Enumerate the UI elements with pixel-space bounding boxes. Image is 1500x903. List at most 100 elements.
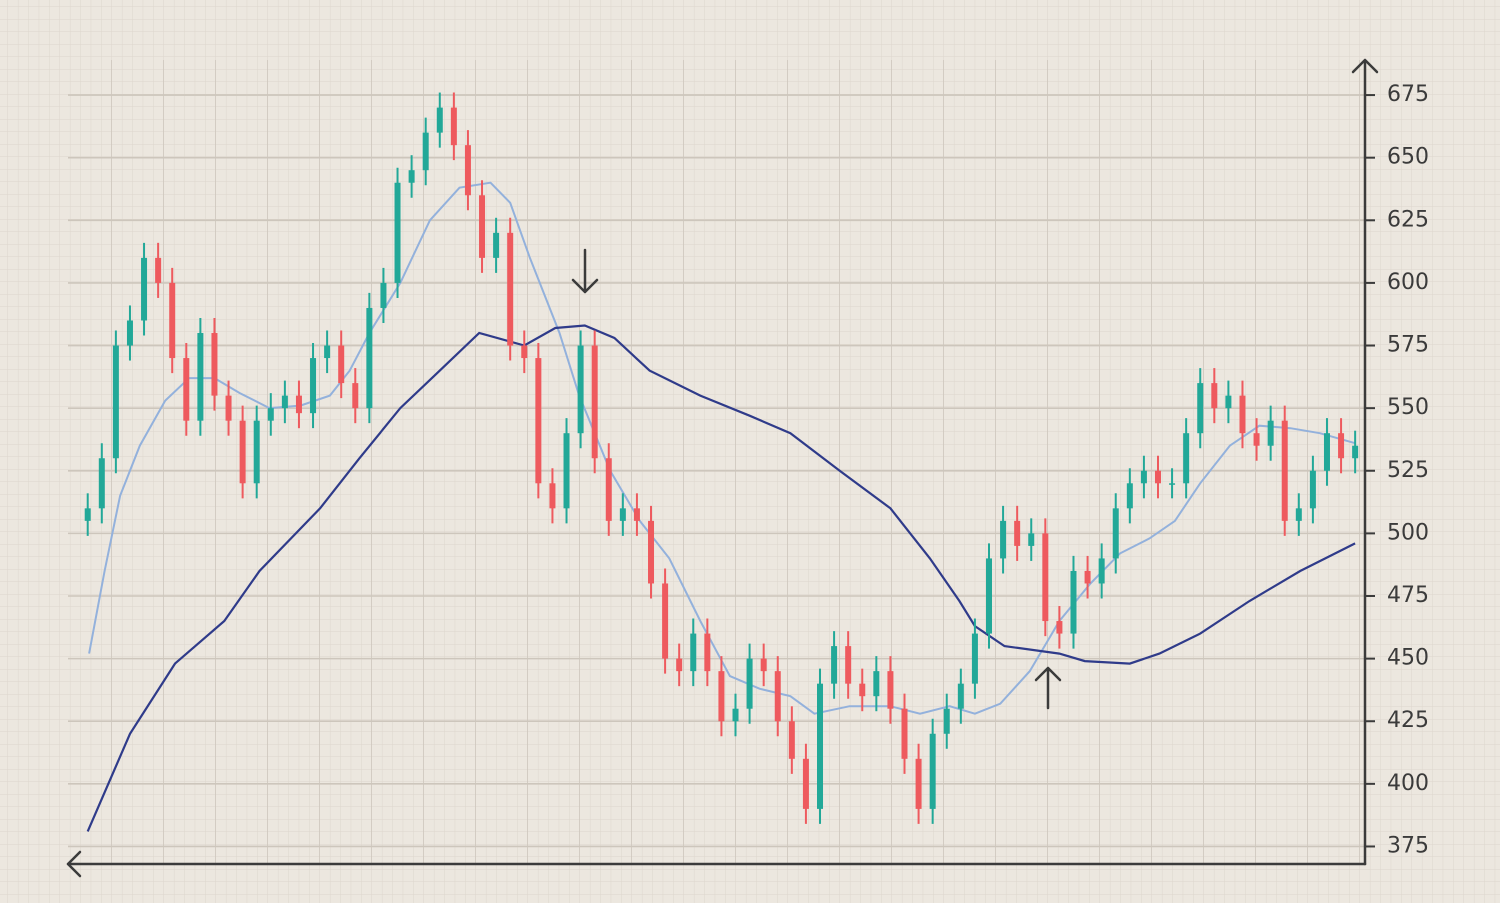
y-tick-label: 500 — [1387, 520, 1429, 545]
candle-body — [493, 232, 500, 258]
candle-body — [1281, 420, 1288, 521]
candle-body — [211, 333, 218, 396]
candle-body — [239, 420, 246, 484]
candle-body — [887, 671, 894, 709]
y-tick-label: 550 — [1387, 395, 1429, 420]
candle-body — [817, 683, 824, 809]
candle-body — [169, 282, 176, 359]
candle-body — [324, 345, 331, 359]
moving-average-line — [88, 181, 1356, 715]
candle-body — [1267, 420, 1274, 446]
candle-body — [338, 345, 345, 384]
candle-body — [422, 132, 429, 171]
candle-body — [774, 671, 781, 722]
candle-body — [1042, 533, 1049, 622]
labels-layer: 375 400 425 450 475 500 525 550 575 600 625 650 675 — [1365, 82, 1429, 858]
candle-body — [155, 257, 162, 283]
marks-layer — [84, 92, 1359, 832]
candle-body — [1338, 433, 1345, 459]
candle-body — [112, 345, 119, 459]
candle-body — [1112, 508, 1119, 559]
moving-average-line — [86, 324, 1356, 832]
candle-body — [746, 658, 753, 709]
candle-body — [662, 583, 669, 659]
candle-body — [1154, 470, 1161, 484]
candle-body — [1169, 483, 1176, 485]
candle-body — [1140, 470, 1147, 484]
candle-body — [521, 345, 528, 359]
candle-body — [718, 671, 725, 722]
candle-body — [788, 721, 795, 759]
candle-body — [1000, 520, 1007, 559]
candle-body — [985, 558, 992, 634]
candle-body — [591, 345, 598, 459]
candle-body — [98, 458, 105, 509]
candle-body — [577, 345, 584, 434]
candle-body — [676, 658, 683, 672]
candle-body — [1295, 508, 1302, 521]
candle-body — [183, 358, 190, 421]
axes — [66, 58, 1379, 878]
candle-body — [845, 646, 852, 684]
candle-body — [535, 358, 542, 484]
candle-body — [479, 195, 486, 258]
candle-body — [1239, 395, 1246, 434]
candle-body — [802, 758, 809, 809]
candle-body — [1253, 433, 1260, 446]
candle-body — [633, 508, 640, 521]
x-axis-arrow — [66, 850, 82, 878]
vertical-grid — [68, 60, 1365, 864]
candle-body — [1352, 445, 1359, 459]
candle-body — [1028, 533, 1035, 546]
candle-body — [971, 633, 978, 684]
candle-body — [1197, 383, 1204, 434]
up-arrow — [1034, 666, 1062, 710]
candle-body — [915, 758, 922, 809]
candle-body — [549, 483, 556, 509]
candle-body — [831, 646, 838, 684]
candle-body — [380, 282, 387, 308]
down-arrow — [571, 248, 599, 294]
candle-body — [464, 145, 471, 196]
candle-body — [408, 170, 415, 183]
candle-body — [760, 658, 767, 672]
candle-body — [507, 232, 514, 346]
y-tick-label: 600 — [1387, 270, 1429, 295]
y-tick-label: 425 — [1387, 708, 1429, 733]
candle-body — [1098, 558, 1105, 584]
y-tick-label: 625 — [1387, 207, 1429, 232]
candle-body — [1070, 570, 1077, 634]
candle-body — [1183, 433, 1190, 484]
y-tick-label: 400 — [1387, 771, 1429, 796]
candle-body — [957, 683, 964, 709]
y-axis-arrow — [1351, 58, 1379, 74]
y-tick-label: 475 — [1387, 583, 1429, 608]
candle-body — [197, 333, 204, 421]
candle-body — [563, 433, 570, 509]
candle-body — [1056, 621, 1063, 634]
candle-body — [1014, 520, 1021, 546]
candle-body — [141, 257, 148, 321]
candle-body — [295, 395, 302, 414]
y-tick-label: 650 — [1387, 145, 1429, 170]
candle-body — [1323, 433, 1330, 471]
candle-body — [690, 633, 697, 672]
y-tick-label: 575 — [1387, 333, 1429, 358]
candle-body — [394, 182, 401, 283]
candle-body — [619, 508, 626, 521]
candle-body — [310, 358, 317, 414]
candle-body — [366, 307, 373, 409]
candle-body — [1126, 483, 1133, 509]
candle-body — [901, 708, 908, 759]
candle-body — [732, 708, 739, 722]
candle-body — [253, 420, 260, 484]
candle-body — [281, 395, 288, 409]
candle-body — [1225, 395, 1232, 409]
candle-body — [225, 395, 232, 421]
candle-body — [1309, 470, 1316, 509]
candle-body — [126, 320, 133, 346]
candle-body — [648, 520, 655, 584]
y-tick-label: 375 — [1387, 833, 1429, 858]
y-tick-label: 675 — [1387, 82, 1429, 107]
